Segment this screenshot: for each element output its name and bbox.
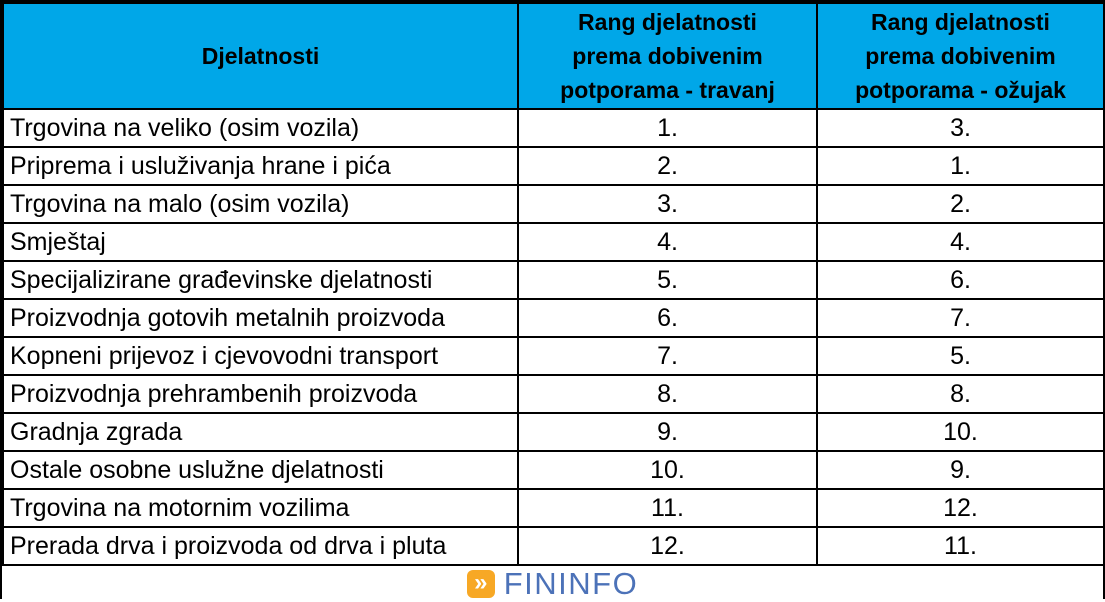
column-header-djelatnosti: Djelatnosti [2, 2, 519, 110]
footer: » FININFO [2, 566, 1103, 602]
activity-cell: Smještaj [2, 222, 519, 262]
rank-ozujak-cell: 12. [816, 488, 1105, 528]
table-row: Trgovina na motornim vozilima 11. 12. [2, 488, 1105, 528]
rank-travanj-cell: 8. [517, 374, 818, 414]
ranking-table: Djelatnosti Rang djelatnosti prema dobiv… [2, 2, 1105, 566]
activity-cell: Kopneni prijevoz i cjevovodni transport [2, 336, 519, 376]
table-row: Priprema i usluživanja hrane i pića 2. 1… [2, 146, 1105, 186]
rank-ozujak-cell: 10. [816, 412, 1105, 452]
rank-ozujak-cell: 9. [816, 450, 1105, 490]
rank-ozujak-cell: 8. [816, 374, 1105, 414]
rank-travanj-cell: 11. [517, 488, 818, 528]
fininfo-logo: » FININFO [466, 566, 639, 602]
rank-ozujak-cell: 1. [816, 146, 1105, 186]
rank-ozujak-cell: 4. [816, 222, 1105, 262]
table-row: Smještaj 4. 4. [2, 222, 1105, 262]
activity-cell: Prerada drva i proizvoda od drva i pluta [2, 526, 519, 566]
rank-ozujak-cell: 3. [816, 108, 1105, 148]
rank-travanj-cell: 7. [517, 336, 818, 376]
table-row: Specijalizirane građevinske djelatnosti … [2, 260, 1105, 300]
activity-cell: Trgovina na malo (osim vozila) [2, 184, 519, 224]
rank-travanj-cell: 6. [517, 298, 818, 338]
fininfo-logo-text: FININFO [503, 566, 639, 601]
rank-ozujak-cell: 2. [816, 184, 1105, 224]
table-row: Gradnja zgrada 9. 10. [2, 412, 1105, 452]
activity-cell: Specijalizirane građevinske djelatnosti [2, 260, 519, 300]
rank-ozujak-cell: 11. [816, 526, 1105, 566]
rank-ozujak-cell: 5. [816, 336, 1105, 376]
rank-ozujak-cell: 6. [816, 260, 1105, 300]
table-row: Kopneni prijevoz i cjevovodni transport … [2, 336, 1105, 376]
rank-travanj-cell: 10. [517, 450, 818, 490]
rank-travanj-cell: 12. [517, 526, 818, 566]
rank-travanj-cell: 2. [517, 146, 818, 186]
column-header-rank-ozujak: Rang djelatnosti prema dobivenim potpora… [816, 2, 1105, 110]
activity-cell: Ostale osobne uslužne djelatnosti [2, 450, 519, 490]
table-row: Proizvodnja prehrambenih proizvoda 8. 8. [2, 374, 1105, 414]
rank-travanj-cell: 4. [517, 222, 818, 262]
table-row: Ostale osobne uslužne djelatnosti 10. 9. [2, 450, 1105, 490]
activity-cell: Proizvodnja gotovih metalnih proizvoda [2, 298, 519, 338]
table-row: Prerada drva i proizvoda od drva i pluta… [2, 526, 1105, 566]
header-row: Djelatnosti Rang djelatnosti prema dobiv… [2, 2, 1105, 110]
rank-travanj-cell: 3. [517, 184, 818, 224]
table-row: Proizvodnja gotovih metalnih proizvoda 6… [2, 298, 1105, 338]
rank-travanj-cell: 5. [517, 260, 818, 300]
activity-cell: Trgovina na veliko (osim vozila) [2, 108, 519, 148]
table-row: Trgovina na malo (osim vozila) 3. 2. [2, 184, 1105, 224]
rank-travanj-cell: 9. [517, 412, 818, 452]
activity-cell: Trgovina na motornim vozilima [2, 488, 519, 528]
activity-cell: Priprema i usluživanja hrane i pića [2, 146, 519, 186]
activity-cell: Gradnja zgrada [2, 412, 519, 452]
chevron-double-right-icon: » [466, 570, 495, 598]
activity-cell: Proizvodnja prehrambenih proizvoda [2, 374, 519, 414]
rank-ozujak-cell: 7. [816, 298, 1105, 338]
table-row: Trgovina na veliko (osim vozila) 1. 3. [2, 108, 1105, 148]
column-header-rank-travanj: Rang djelatnosti prema dobivenim potpora… [517, 2, 818, 110]
rank-travanj-cell: 1. [517, 108, 818, 148]
